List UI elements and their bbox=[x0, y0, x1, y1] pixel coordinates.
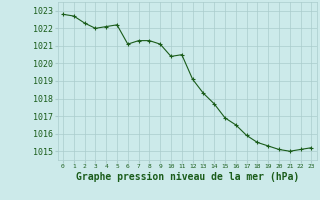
X-axis label: Graphe pression niveau de la mer (hPa): Graphe pression niveau de la mer (hPa) bbox=[76, 172, 299, 182]
